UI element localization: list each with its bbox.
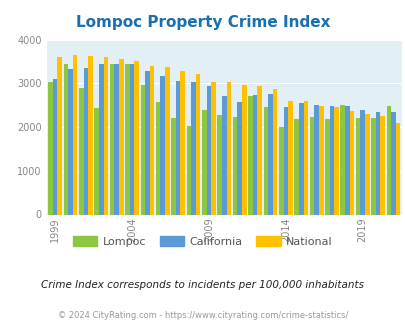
Bar	[247, 96, 252, 214]
Bar	[375, 112, 379, 214]
Bar	[232, 116, 237, 214]
Bar	[119, 59, 123, 214]
Bar	[206, 86, 211, 214]
Text: Lompoc Property Crime Index: Lompoc Property Crime Index	[76, 15, 329, 30]
Bar	[72, 55, 77, 214]
Bar	[333, 107, 338, 214]
Bar	[191, 82, 195, 214]
Bar	[278, 127, 283, 214]
Bar	[252, 95, 257, 214]
Bar	[283, 107, 288, 214]
Bar	[386, 107, 390, 214]
Bar	[160, 76, 165, 215]
Bar	[309, 117, 313, 214]
Bar	[109, 64, 114, 214]
Bar	[125, 64, 130, 214]
Bar	[379, 116, 384, 214]
Bar	[217, 115, 222, 214]
Bar	[237, 102, 241, 214]
Bar	[68, 69, 72, 214]
Bar	[171, 118, 175, 214]
Bar	[58, 57, 62, 214]
Bar	[395, 123, 399, 214]
Bar	[130, 64, 134, 214]
Bar	[145, 71, 149, 215]
Bar	[156, 102, 160, 214]
Bar	[272, 89, 277, 214]
Bar	[360, 110, 364, 214]
Bar	[257, 85, 261, 214]
Bar	[134, 61, 139, 214]
Text: © 2024 CityRating.com - https://www.cityrating.com/crime-statistics/: © 2024 CityRating.com - https://www.city…	[58, 311, 347, 320]
Bar	[79, 88, 83, 214]
Bar	[99, 64, 103, 214]
Bar	[298, 103, 303, 214]
Bar	[263, 107, 267, 214]
Bar	[222, 96, 226, 214]
Bar	[267, 94, 272, 214]
Bar	[175, 81, 180, 214]
Bar	[339, 105, 344, 214]
Bar	[303, 101, 307, 214]
Bar	[318, 106, 323, 214]
Bar	[226, 82, 231, 214]
Bar	[48, 82, 53, 214]
Bar	[140, 85, 145, 214]
Bar	[241, 85, 246, 214]
Bar	[186, 126, 191, 214]
Bar	[329, 106, 333, 214]
Bar	[370, 118, 375, 214]
Bar	[364, 115, 369, 214]
Bar	[202, 111, 206, 214]
Bar	[114, 64, 119, 214]
Bar	[313, 105, 318, 214]
Text: Crime Index corresponds to incidents per 100,000 inhabitants: Crime Index corresponds to incidents per…	[41, 280, 364, 290]
Bar	[324, 119, 329, 214]
Bar	[294, 119, 298, 214]
Bar	[64, 64, 68, 214]
Bar	[211, 82, 215, 214]
Bar	[288, 101, 292, 214]
Bar	[349, 111, 354, 214]
Legend: Lompoc, California, National: Lompoc, California, National	[68, 232, 337, 251]
Bar	[88, 56, 93, 214]
Bar	[195, 74, 200, 215]
Bar	[165, 67, 169, 214]
Bar	[180, 71, 185, 214]
Bar	[149, 66, 154, 214]
Bar	[344, 107, 349, 214]
Bar	[53, 79, 58, 214]
Bar	[83, 68, 88, 214]
Bar	[390, 112, 395, 214]
Bar	[355, 118, 360, 214]
Bar	[103, 57, 108, 215]
Bar	[94, 108, 99, 214]
